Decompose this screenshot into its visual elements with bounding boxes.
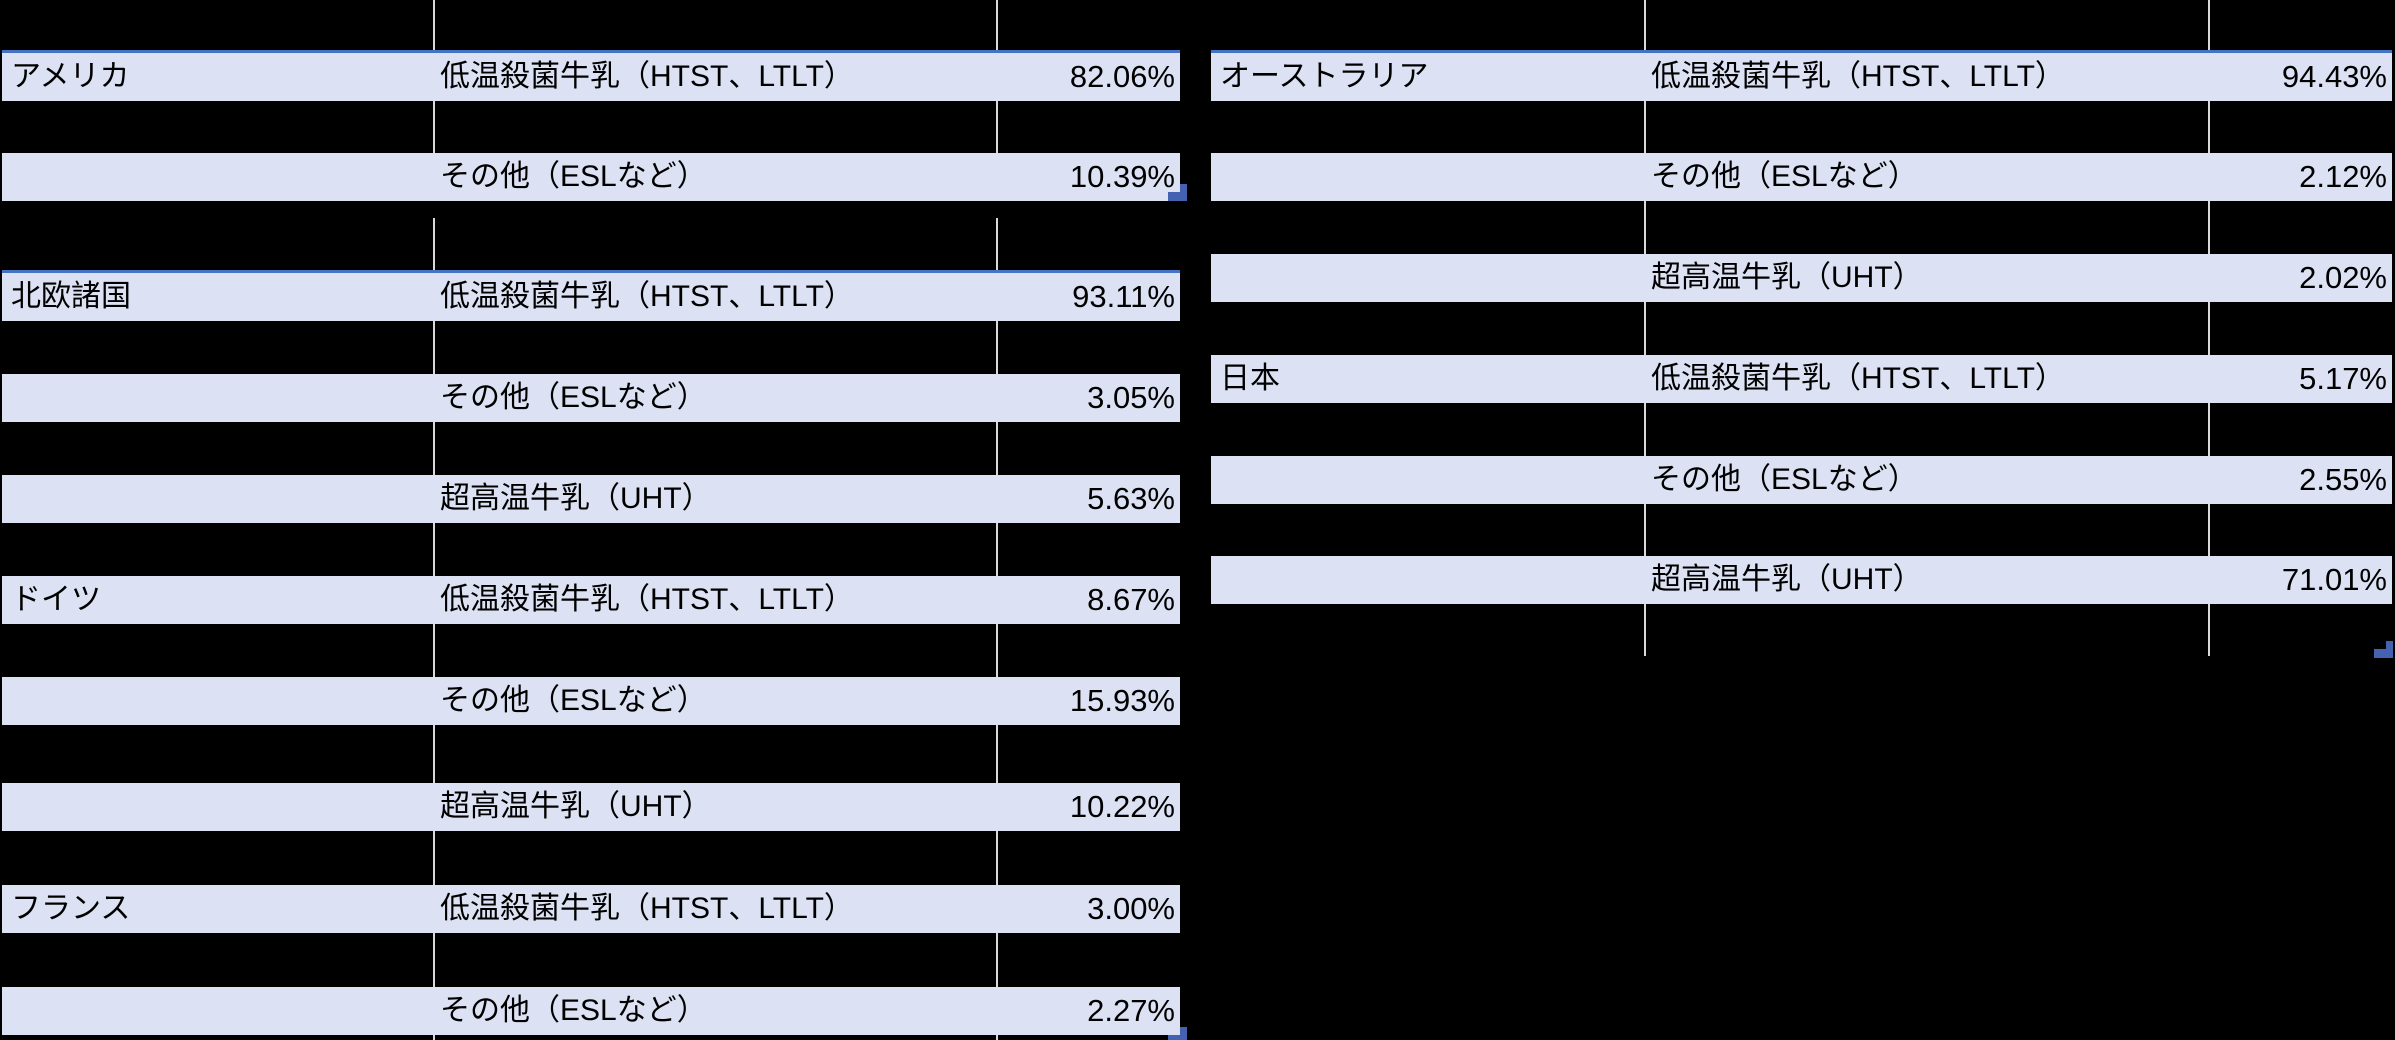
cell-value[interactable]: 94.43%: [2281, 59, 2387, 94]
cell-value[interactable]: 2.02%: [2299, 260, 2387, 295]
cell-value[interactable]: 71.01%: [2281, 562, 2387, 597]
table-row-right-5[interactable]: その他（ESLなど） 2.55%: [1211, 456, 2392, 504]
cell-value[interactable]: 10.39%: [1069, 159, 1175, 194]
cell-category[interactable]: その他（ESLなど）: [1651, 160, 1918, 193]
cell-value[interactable]: 2.55%: [2299, 462, 2387, 497]
cell-category[interactable]: 超高温牛乳（UHT）: [1651, 261, 1923, 294]
cell-category[interactable]: 超高温牛乳（UHT）: [1651, 563, 1923, 596]
cell-value[interactable]: 5.17%: [2299, 361, 2387, 396]
cell-country[interactable]: 北欧諸国: [11, 280, 131, 313]
cell-category[interactable]: 低温殺菌牛乳（HTST、LTLT）: [1651, 362, 2065, 395]
cell-country[interactable]: フランス: [11, 892, 131, 925]
cell-country[interactable]: [2, 783, 434, 831]
cell-category[interactable]: その他（ESLなど）: [440, 160, 707, 193]
table-row-right-3[interactable]: 超高温牛乳（UHT） 2.02%: [1211, 254, 2392, 302]
table-row-left-1[interactable]: アメリカ 低温殺菌牛乳（HTST、LTLT） 82.06%: [2, 50, 1180, 101]
table-row-right-4[interactable]: 日本 低温殺菌牛乳（HTST、LTLT） 5.17%: [1211, 355, 2392, 403]
cell-value[interactable]: 82.06%: [1069, 59, 1175, 94]
table-row-left-9[interactable]: フランス 低温殺菌牛乳（HTST、LTLT） 3.00%: [2, 885, 1180, 933]
table-row-left-4[interactable]: その他（ESLなど） 3.05%: [2, 374, 1180, 422]
row-gap-mask: [2, 201, 1180, 218]
cell-country[interactable]: [1211, 556, 1645, 604]
cell-country[interactable]: [1211, 153, 1645, 201]
cell-category[interactable]: 低温殺菌牛乳（HTST、LTLT）: [440, 280, 854, 313]
cell-country[interactable]: [2, 987, 434, 1035]
cell-country[interactable]: [2, 475, 434, 523]
cell-country[interactable]: [2, 153, 434, 201]
table-row-right-1[interactable]: オーストラリア 低温殺菌牛乳（HTST、LTLT） 94.43%: [1211, 50, 2392, 101]
cell-value[interactable]: 8.67%: [1087, 582, 1175, 617]
column-gridline: [1644, 0, 1646, 656]
fill-handle[interactable]: [2374, 641, 2393, 658]
cell-category[interactable]: その他（ESLなど）: [440, 684, 707, 717]
table-row-left-7[interactable]: その他（ESLなど） 15.93%: [2, 677, 1180, 725]
table-row-left-2[interactable]: その他（ESLなど） 10.39%: [2, 153, 1180, 201]
cell-value[interactable]: 15.93%: [1069, 683, 1175, 718]
cell-category[interactable]: その他（ESLなど）: [1651, 463, 1918, 496]
cell-country[interactable]: アメリカ: [11, 60, 130, 93]
cell-category[interactable]: 低温殺菌牛乳（HTST、LTLT）: [440, 60, 854, 93]
table-row-right-2[interactable]: その他（ESLなど） 2.12%: [1211, 153, 2392, 201]
table-row-right-6[interactable]: 超高温牛乳（UHT） 71.01%: [1211, 556, 2392, 604]
cell-value[interactable]: 2.27%: [1087, 993, 1175, 1028]
cell-category[interactable]: 低温殺菌牛乳（HTST、LTLT）: [440, 583, 854, 616]
table-row-left-5[interactable]: 超高温牛乳（UHT） 5.63%: [2, 475, 1180, 523]
table-row-left-10[interactable]: その他（ESLなど） 2.27%: [2, 987, 1180, 1035]
cell-category[interactable]: 超高温牛乳（UHT）: [440, 482, 712, 515]
cell-country[interactable]: [1211, 254, 1645, 302]
cell-value[interactable]: 93.11%: [1072, 279, 1175, 314]
table-row-left-8[interactable]: 超高温牛乳（UHT） 10.22%: [2, 783, 1180, 831]
cell-country[interactable]: [2, 677, 434, 725]
cell-category[interactable]: 低温殺菌牛乳（HTST、LTLT）: [1651, 60, 2065, 93]
cell-category[interactable]: 超高温牛乳（UHT）: [440, 790, 712, 823]
cell-value[interactable]: 5.63%: [1087, 481, 1175, 516]
cell-value[interactable]: 10.22%: [1069, 789, 1175, 824]
cell-country[interactable]: [1211, 456, 1645, 504]
table-row-left-6[interactable]: ドイツ 低温殺菌牛乳（HTST、LTLT） 8.67%: [2, 576, 1180, 624]
table-row-left-3[interactable]: 北欧諸国 低温殺菌牛乳（HTST、LTLT） 93.11%: [2, 270, 1180, 321]
cell-country[interactable]: [2, 374, 434, 422]
cell-country[interactable]: 日本: [1220, 362, 1280, 395]
column-gridline: [2208, 0, 2210, 656]
cell-category[interactable]: その他（ESLなど）: [440, 994, 707, 1027]
cell-country[interactable]: ドイツ: [11, 583, 101, 616]
cell-value[interactable]: 2.12%: [2299, 159, 2387, 194]
cell-category[interactable]: 低温殺菌牛乳（HTST、LTLT）: [440, 892, 854, 925]
cell-category[interactable]: その他（ESLなど）: [440, 381, 707, 414]
cell-value[interactable]: 3.00%: [1087, 891, 1175, 926]
cell-value[interactable]: 3.05%: [1087, 380, 1175, 415]
cell-country[interactable]: オーストラリア: [1220, 60, 1429, 93]
